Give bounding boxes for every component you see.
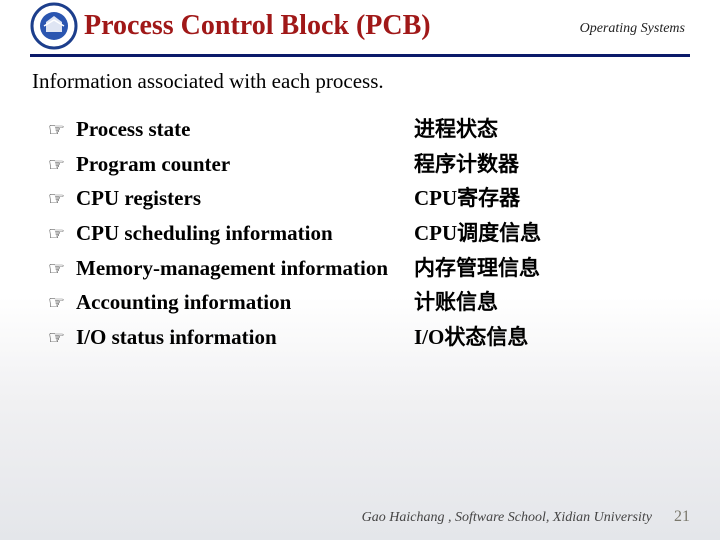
- item-en: I/O status information: [76, 320, 406, 355]
- list-item: ☞ Accounting information 计账信息: [48, 285, 690, 320]
- pointing-hand-icon: ☞: [48, 115, 68, 146]
- item-zh: I/O状态信息: [414, 320, 528, 355]
- item-zh: 程序计数器: [414, 147, 519, 182]
- list-item: ☞ Memory-management information 内存管理信息: [48, 251, 690, 286]
- list-item: ☞ Process state 进程状态: [48, 112, 690, 147]
- pointing-hand-icon: ☞: [48, 184, 68, 215]
- item-en: Program counter: [76, 147, 406, 182]
- pointing-hand-icon: ☞: [48, 254, 68, 285]
- item-en: CPU registers: [76, 181, 406, 216]
- slide: Process Control Block (PCB) Operating Sy…: [0, 0, 720, 540]
- pointing-hand-icon: ☞: [48, 323, 68, 354]
- pointing-hand-icon: ☞: [48, 219, 68, 250]
- header-row: Process Control Block (PCB) Operating Sy…: [30, 8, 690, 50]
- item-zh: CPU寄存器: [414, 181, 520, 216]
- content-list: ☞ Process state 进程状态 ☞ Program counter 程…: [30, 112, 690, 354]
- subtitle: Information associated with each process…: [32, 69, 690, 94]
- slide-title: Process Control Block (PCB): [84, 10, 431, 42]
- item-zh: 计账信息: [414, 285, 498, 320]
- list-item: ☞ CPU registers CPU寄存器: [48, 181, 690, 216]
- pointing-hand-icon: ☞: [48, 288, 68, 319]
- list-item: ☞ CPU scheduling information CPU调度信息: [48, 216, 690, 251]
- list-item: ☞ I/O status information I/O状态信息: [48, 320, 690, 355]
- item-zh: 进程状态: [414, 112, 498, 147]
- page-number: 21: [674, 508, 690, 526]
- footer: Gao Haichang , Software School, Xidian U…: [362, 508, 690, 526]
- item-zh: CPU调度信息: [414, 216, 541, 251]
- item-zh: 内存管理信息: [414, 251, 540, 286]
- item-en: Accounting information: [76, 285, 406, 320]
- item-en: CPU scheduling information: [76, 216, 406, 251]
- title-row: Process Control Block (PCB): [30, 2, 431, 50]
- item-en: Process state: [76, 112, 406, 147]
- university-logo-icon: [30, 2, 78, 50]
- footer-text: Gao Haichang , Software School, Xidian U…: [362, 510, 652, 526]
- pointing-hand-icon: ☞: [48, 150, 68, 181]
- list-item: ☞ Program counter 程序计数器: [48, 147, 690, 182]
- title-rule: [30, 54, 690, 57]
- item-en: Memory-management information: [76, 251, 406, 286]
- header-label: Operating Systems: [580, 21, 685, 37]
